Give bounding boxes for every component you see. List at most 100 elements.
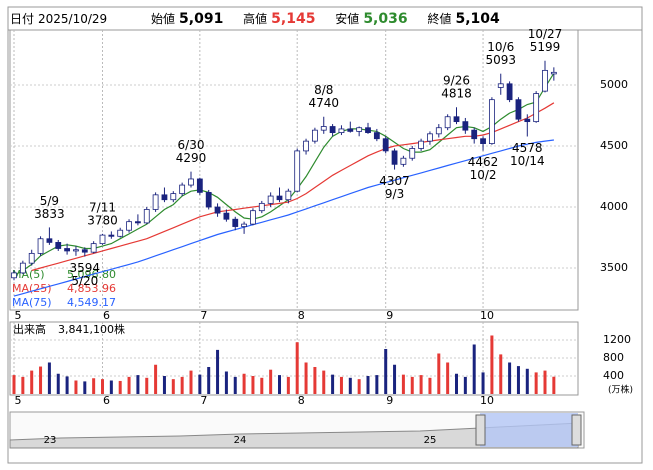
candle-body: [11, 272, 17, 279]
x-tick-label: 9: [386, 309, 393, 322]
candle-body: [134, 221, 141, 224]
volume-bar: [481, 372, 485, 394]
volume-bar: [233, 376, 237, 394]
annotation-date: 10/27: [528, 27, 563, 41]
candle-body: [533, 93, 540, 123]
volume-tick-label: 400: [603, 369, 624, 382]
annotation-value: 4290: [176, 151, 207, 165]
navigator-handle[interactable]: [571, 414, 582, 446]
volume-bar: [375, 375, 379, 394]
label: 終値: [427, 12, 452, 26]
annotation-date: 8/8: [314, 83, 333, 97]
candle-body: [462, 121, 469, 131]
annotation-value: 4578: [512, 141, 543, 155]
candle-body: [497, 83, 504, 88]
candle-body: [28, 252, 35, 264]
navigator-label: 24: [234, 435, 247, 446]
annotation-date: 6/30: [178, 138, 205, 152]
label: 安値: [335, 12, 360, 26]
x-tick-label: 9: [386, 394, 393, 407]
candle-body: [409, 148, 416, 159]
volume-bar: [127, 376, 131, 394]
candle-body: [152, 194, 159, 210]
annotation-value: 5093: [485, 53, 516, 67]
volume-bar: [552, 376, 556, 394]
label: 始値: [151, 12, 176, 26]
candle-body: [480, 138, 486, 144]
volume-bar: [145, 377, 149, 394]
volume-bar: [428, 377, 432, 394]
candle-body: [506, 83, 513, 101]
legend-label: MA(25): [12, 282, 52, 295]
navigator-label: 25: [424, 435, 437, 446]
candle-body: [46, 238, 53, 243]
volume-bar: [463, 376, 467, 394]
x-tick-label: 7: [200, 309, 207, 322]
volume-bar: [207, 366, 211, 394]
volume-bar: [47, 362, 51, 394]
volume-bar: [162, 375, 166, 394]
candle-body: [258, 202, 265, 212]
candle-body: [338, 128, 345, 134]
volume-bar: [154, 364, 158, 394]
volume-unit: (万株): [608, 384, 633, 396]
navigator-handle[interactable]: [475, 414, 486, 446]
candle-body: [99, 234, 106, 245]
candle-body: [515, 99, 522, 120]
volume-bar: [224, 371, 228, 394]
volume-bar: [534, 372, 538, 394]
volume-bar: [516, 366, 520, 394]
candle-body: [542, 69, 548, 92]
candle-body: [250, 210, 256, 225]
x-tick-label: 5: [15, 394, 22, 407]
volume-bar: [419, 375, 423, 394]
candle-body: [90, 243, 97, 253]
volume-bar: [525, 368, 529, 394]
volume-bar: [56, 373, 60, 394]
candle-body: [205, 191, 212, 208]
x-tick-label: 8: [298, 309, 305, 322]
candle-body: [19, 262, 26, 274]
annotation-value: 3594: [70, 261, 101, 275]
price-panel: [9, 29, 579, 311]
candle-body: [37, 238, 44, 254]
x-tick-label: 10: [480, 309, 494, 322]
candle-body: [418, 140, 425, 149]
volume-bar: [242, 373, 246, 394]
volume-panel: [9, 321, 579, 396]
volume-bar: [499, 354, 503, 394]
candle-body: [55, 242, 62, 249]
candle-body: [117, 229, 124, 237]
annotation-value: 4818: [441, 87, 472, 101]
volume-bar: [74, 380, 78, 394]
candle-body: [524, 118, 531, 123]
volume-bar: [30, 370, 34, 394]
volume-bar: [455, 373, 458, 394]
candle-body: [471, 129, 478, 140]
volume-bar: [543, 370, 547, 394]
annotation-value: 3833: [34, 207, 65, 221]
y-tick-label: 4500: [600, 139, 628, 152]
candle-body: [241, 223, 248, 227]
candle-body: [108, 234, 115, 237]
volume-bar: [198, 374, 202, 394]
info-bar: 日付 2025/10/29 始値 5,091 高値 5,145 安値 5,036 終値 5…: [10, 10, 516, 27]
navigator-label: 23: [44, 435, 57, 446]
candle-body: [170, 193, 177, 201]
volume-bar: [39, 366, 43, 394]
annotation-date: 10/6: [487, 40, 514, 54]
candle-body: [276, 195, 283, 201]
x-tick-label: 6: [103, 394, 110, 407]
volume-total: 3,841,100株: [58, 322, 125, 336]
annotation-date: 7/11: [89, 200, 116, 214]
navigator-window[interactable]: [480, 413, 578, 447]
label: 日付: [10, 12, 35, 26]
volume-bar: [180, 376, 184, 394]
volume-bar: [437, 353, 441, 394]
annotation-date: 5/20: [71, 274, 98, 288]
volume-tick-label: 800: [603, 351, 624, 364]
candle-body: [400, 157, 407, 165]
volume-bar: [384, 348, 388, 394]
candle-body: [196, 178, 203, 193]
open: 5,091: [179, 11, 224, 27]
